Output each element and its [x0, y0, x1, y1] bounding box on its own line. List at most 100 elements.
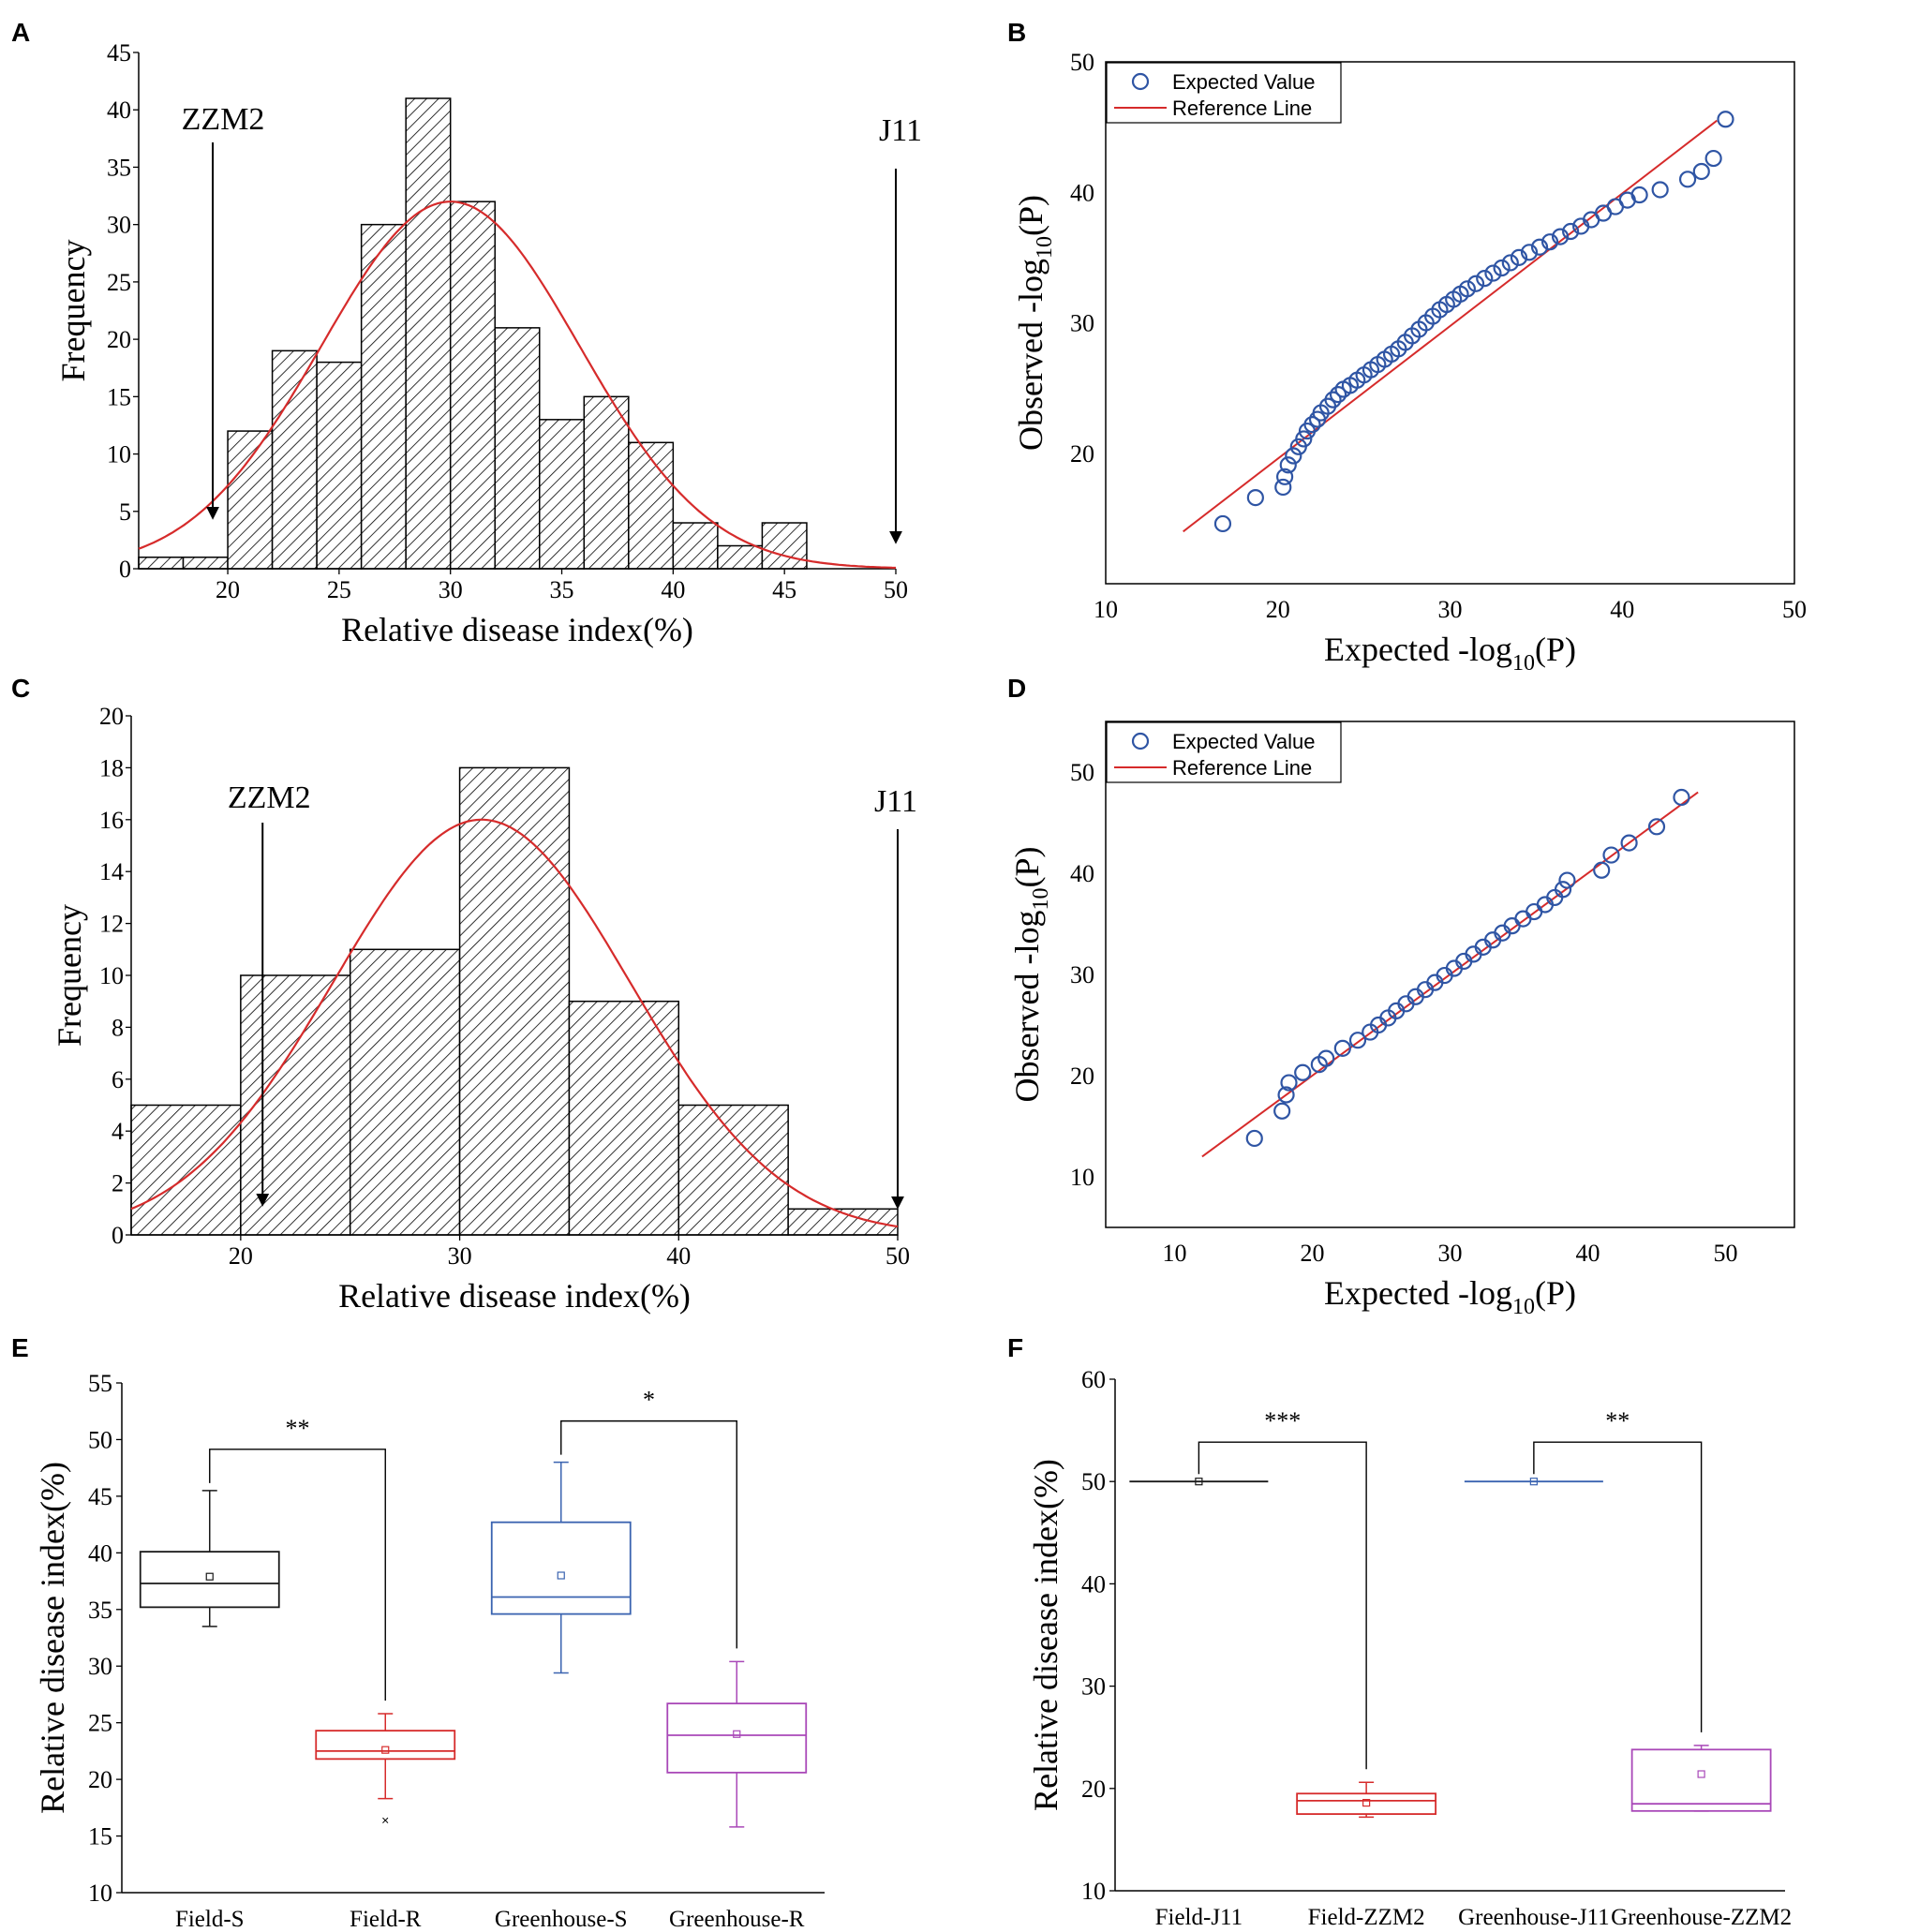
data-point	[1551, 228, 1570, 245]
y-axis-title: Frequency	[51, 904, 88, 1047]
histogram-bar	[568, 1000, 680, 1236]
data-point	[1279, 456, 1297, 474]
y-tick-label: 10	[1070, 1164, 1094, 1191]
x-tick-label: 10	[1163, 1240, 1187, 1267]
data-point	[1651, 181, 1669, 199]
x-tick-label: 30	[1438, 596, 1463, 623]
histogram-bar	[458, 766, 571, 1236]
significance-bracket	[209, 1449, 386, 1701]
y-tick-label: 40	[88, 1539, 112, 1567]
data-point	[1540, 233, 1559, 251]
y-tick-label: 25	[107, 269, 131, 296]
legend-label-expected: Expected Value	[1172, 730, 1315, 753]
data-point	[1673, 788, 1690, 807]
annotation-label: J11	[879, 113, 922, 148]
legend-label-reference: Reference Line	[1172, 97, 1312, 120]
significance-label: *	[643, 1387, 655, 1414]
data-point	[1630, 186, 1648, 204]
data-point	[1501, 254, 1519, 272]
x-tick-label: 35	[550, 576, 574, 603]
y-tick-label: 10	[107, 441, 131, 468]
panel-letter-a: A	[11, 18, 30, 47]
y-tick-label: 40	[107, 97, 131, 124]
x-tick-label: 20	[1301, 1240, 1325, 1267]
box-mean	[205, 1572, 214, 1581]
box-iqr	[1630, 1748, 1772, 1812]
y-axis-title: Observed -log10(P)	[1012, 195, 1057, 451]
x-tick-label: 40	[1610, 596, 1634, 623]
y-tick-label: 12	[99, 911, 124, 938]
x-tick-label: 40	[661, 576, 685, 603]
histogram-bar	[316, 361, 363, 570]
significance-label: ***	[1264, 1407, 1301, 1434]
box-mean	[1529, 1478, 1538, 1486]
data-point	[1476, 270, 1494, 288]
x-tick-label: 50	[1714, 1240, 1738, 1267]
category-label: Greenhouse-S	[495, 1907, 628, 1932]
data-point	[1514, 910, 1532, 928]
data-point	[1558, 871, 1576, 889]
data-point	[1303, 416, 1321, 434]
x-axis-title-subscript: 10	[1512, 651, 1535, 676]
annotation-label: ZZM2	[228, 780, 311, 815]
box-mean	[1362, 1798, 1371, 1807]
x-tick-label: 50	[886, 1242, 910, 1270]
y-tick-label: 50	[1070, 759, 1094, 786]
category-label: Field-R	[350, 1907, 422, 1932]
y-tick-label: 30	[1081, 1673, 1106, 1701]
y-tick-label: 10	[1081, 1878, 1106, 1905]
box-iqr	[315, 1730, 456, 1761]
histogram-bar	[583, 395, 630, 570]
outlier-marker: ×	[381, 1812, 389, 1827]
normal-fit-curve	[138, 201, 897, 570]
x-tick-label: 30	[439, 576, 463, 603]
x-tick-label: 40	[1576, 1240, 1600, 1267]
histogram-bar	[360, 223, 407, 570]
y-tick-label: 50	[1070, 49, 1094, 76]
x-axis-title-subscript: 10	[1512, 1295, 1535, 1319]
data-point	[1274, 478, 1292, 497]
x-axis-title-main: Expected -log	[1324, 1274, 1512, 1312]
x-tick-label: 50	[884, 576, 908, 603]
box-mean	[1697, 1770, 1705, 1778]
y-tick-label: 30	[107, 212, 131, 239]
histogram-bar	[677, 1104, 789, 1236]
y-tick-label: 0	[112, 1222, 124, 1249]
box-mean	[733, 1730, 741, 1738]
histogram-bar	[494, 327, 541, 570]
x-tick-label: 40	[666, 1242, 691, 1270]
box-iqr	[666, 1702, 808, 1774]
panel-letter-e: E	[11, 1333, 29, 1362]
data-point	[1280, 1074, 1298, 1092]
data-point	[1245, 1129, 1263, 1148]
y-tick-label: 0	[119, 556, 131, 583]
y-tick-label: 20	[1070, 440, 1094, 468]
histogram-bar	[227, 430, 274, 570]
significance-label: **	[1605, 1407, 1630, 1434]
legend-marker-expected	[1131, 72, 1150, 91]
histogram-bar	[761, 522, 808, 570]
significance-label: **	[286, 1415, 310, 1442]
box-iqr	[139, 1551, 280, 1609]
data-point	[1466, 275, 1485, 292]
data-point	[1333, 1039, 1351, 1057]
box-mean	[1195, 1478, 1203, 1486]
histogram-bar	[349, 948, 461, 1236]
legend-label-reference: Reference Line	[1172, 756, 1312, 780]
data-point	[1277, 1086, 1295, 1104]
x-axis-title: Expected -log10(P)	[1324, 631, 1576, 676]
data-point	[1295, 430, 1313, 448]
x-tick-label: 50	[1782, 596, 1807, 623]
histogram-bar	[539, 419, 586, 570]
y-tick-label: 15	[107, 383, 131, 410]
y-axis-title-subscript: 10	[1033, 236, 1057, 259]
panel-letter-b: B	[1007, 18, 1026, 47]
y-tick-label: 30	[1070, 310, 1094, 337]
legend-marker-expected	[1131, 732, 1150, 751]
x-tick-label: 45	[772, 576, 796, 603]
category-label: Field-J11	[1155, 1905, 1243, 1930]
y-tick-label: 50	[88, 1426, 112, 1453]
x-axis-title-end: (P)	[1535, 631, 1576, 668]
data-point	[1593, 861, 1611, 879]
data-point	[1213, 514, 1232, 533]
